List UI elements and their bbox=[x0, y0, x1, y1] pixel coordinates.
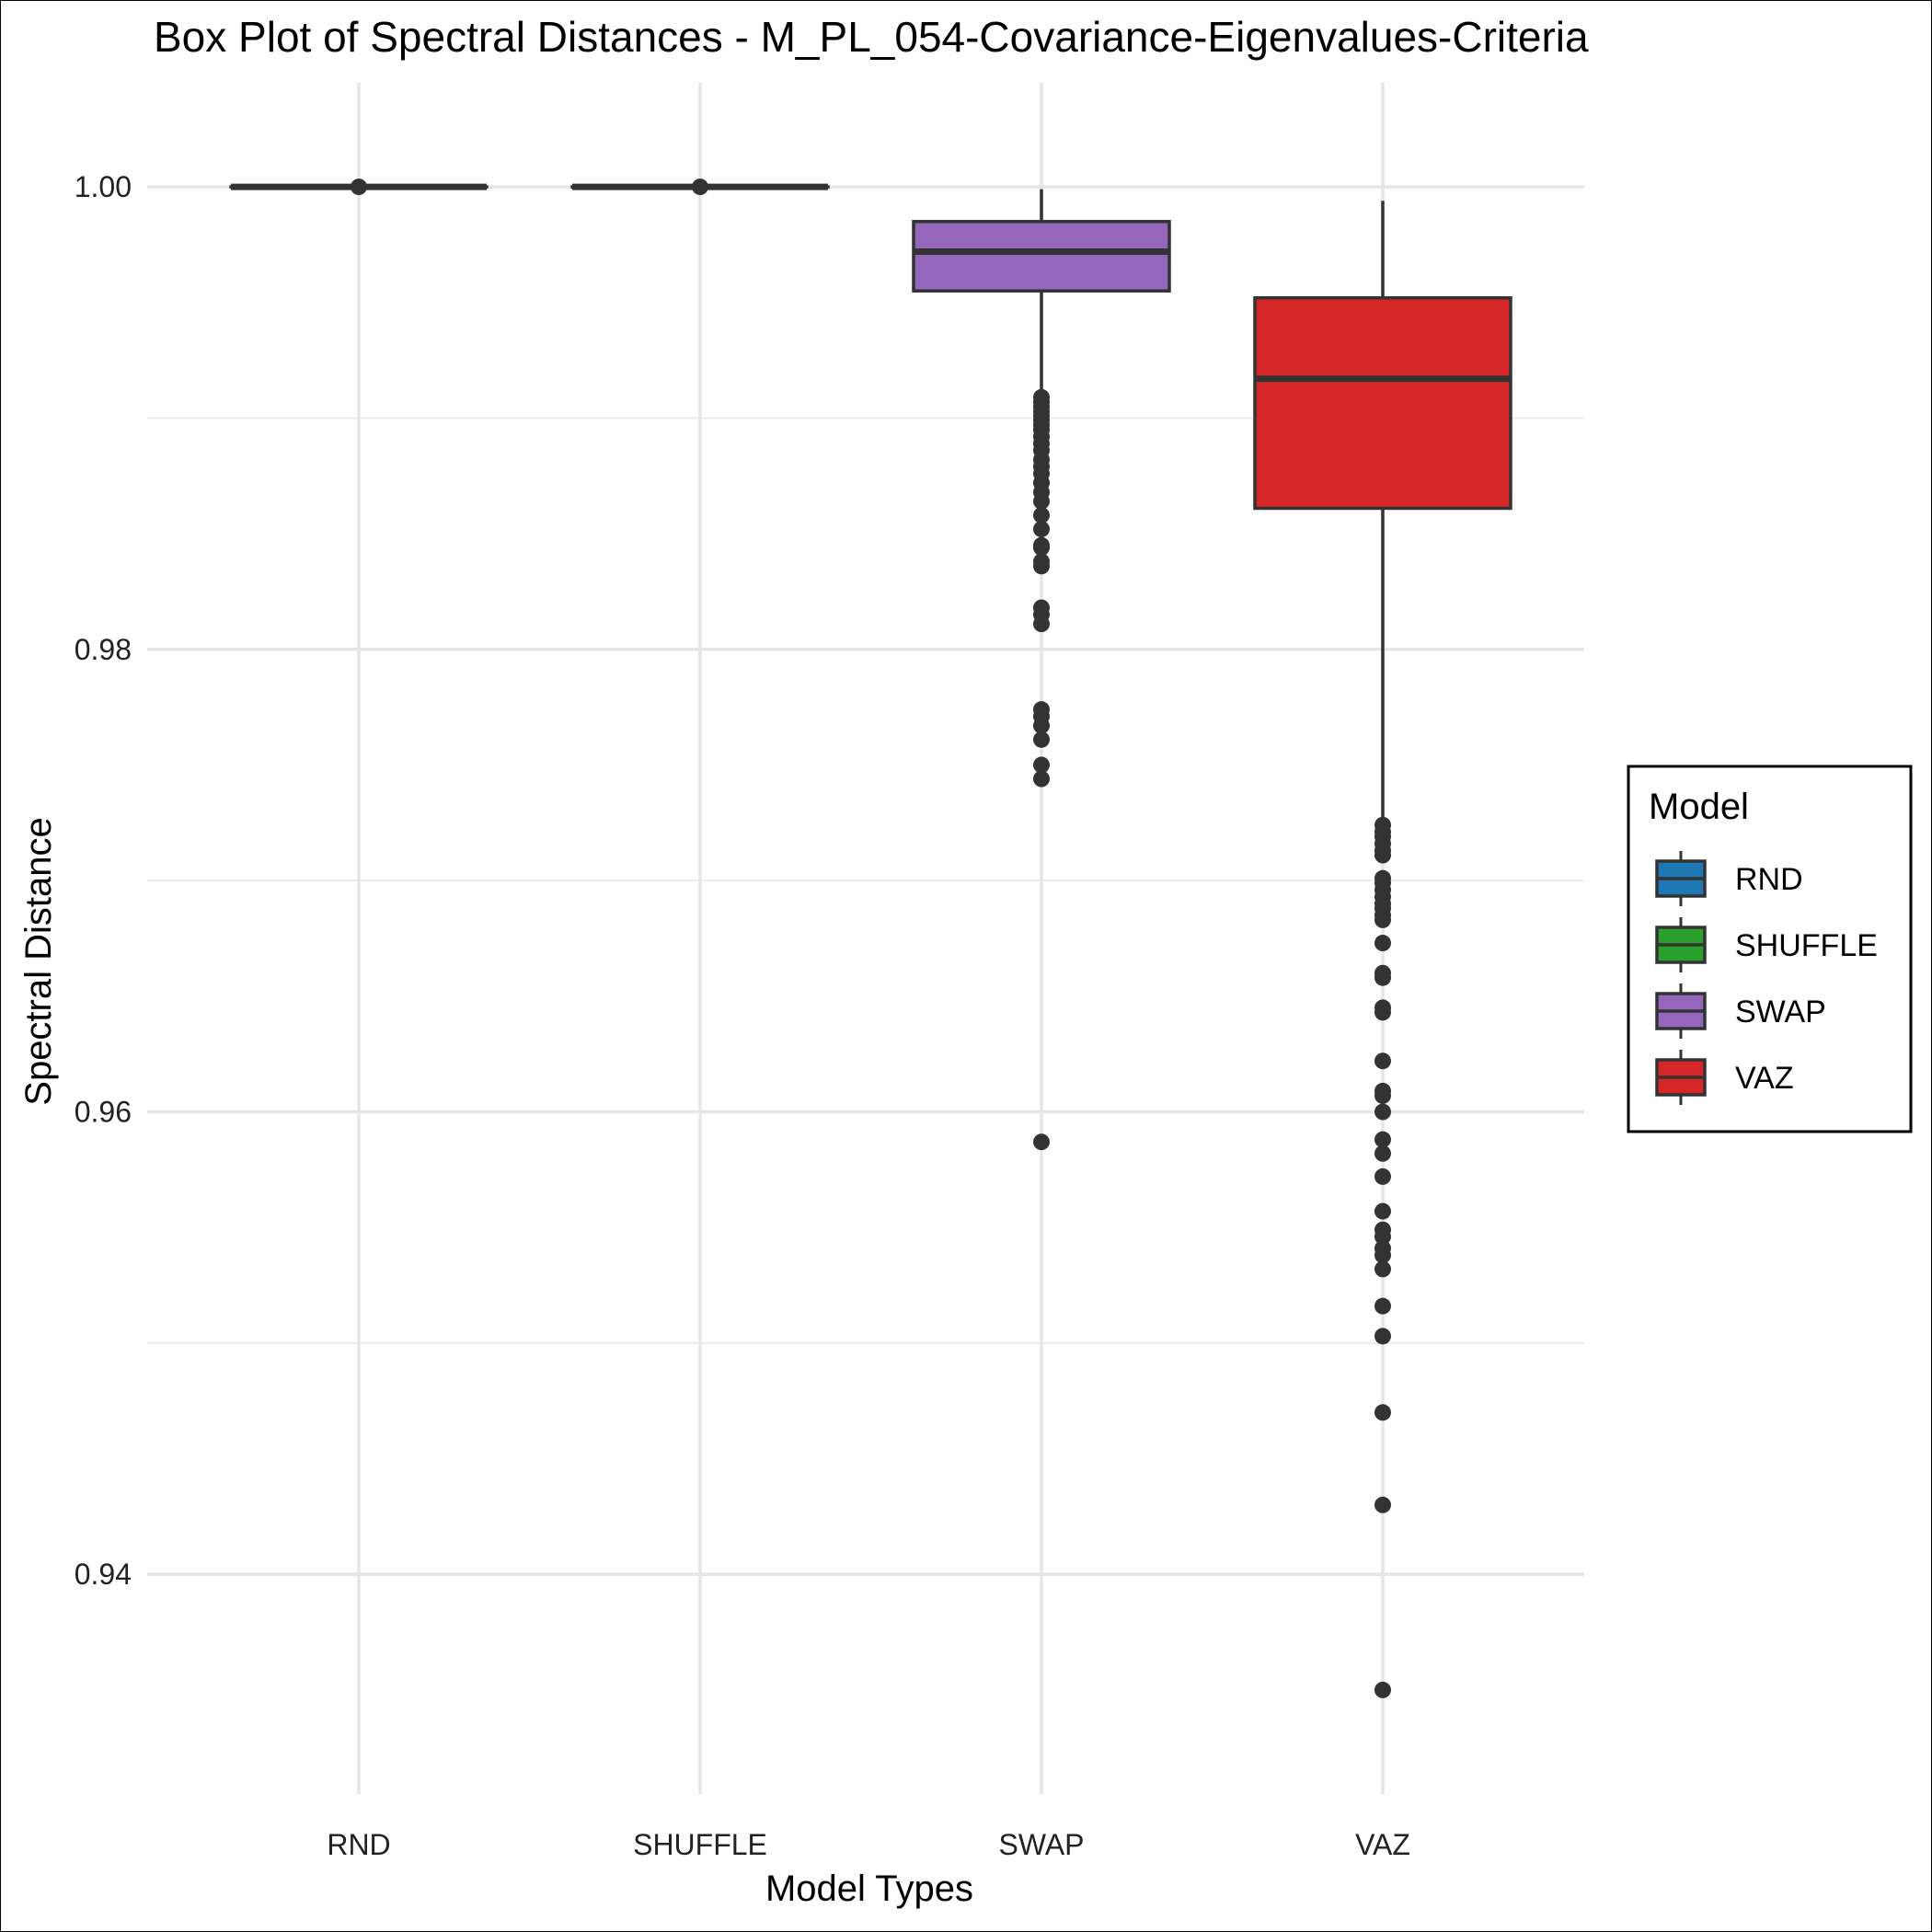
legend-label: SWAP bbox=[1735, 995, 1826, 1029]
outlier-point bbox=[1033, 717, 1050, 734]
legend-item-shuffle: SHUFFLE bbox=[1655, 917, 1878, 972]
outlier-point bbox=[1374, 1260, 1391, 1278]
outlier-point bbox=[351, 178, 367, 196]
y-tick-label: 1.00 bbox=[75, 170, 132, 203]
outlier-point bbox=[1033, 1133, 1050, 1151]
outlier-point bbox=[1374, 1103, 1391, 1121]
outlier-point bbox=[1374, 1131, 1391, 1148]
box-shuffle bbox=[570, 178, 830, 196]
outlier-point bbox=[1374, 1087, 1391, 1104]
outlier-point bbox=[1033, 521, 1050, 538]
outlier-point bbox=[1374, 1681, 1391, 1698]
axis-ticks: 0.94 0.96 0.98 1.00 RND SHUFFLE SWAP VAZ bbox=[75, 170, 1410, 1861]
outlier-point bbox=[1033, 770, 1050, 788]
outlier-point bbox=[1033, 615, 1050, 633]
outlier-point bbox=[1033, 730, 1050, 748]
x-tick-label: VAZ bbox=[1355, 1828, 1410, 1861]
legend: Model RND SHUFFLE SWAP VAZ bbox=[1627, 765, 1913, 1133]
y-tick-label: 0.98 bbox=[75, 633, 132, 666]
box-plot-series bbox=[229, 178, 1512, 1698]
outlier-point bbox=[1374, 969, 1391, 986]
x-tick-label: RND bbox=[327, 1828, 390, 1861]
outlier-point bbox=[1374, 1202, 1391, 1220]
legend-item-swap: SWAP bbox=[1655, 983, 1826, 1039]
box-rnd bbox=[229, 178, 489, 196]
y-tick-label: 0.94 bbox=[75, 1558, 132, 1591]
box-swap bbox=[912, 189, 1171, 1151]
outlier-point bbox=[1374, 1297, 1391, 1315]
legend-title: Model bbox=[1649, 787, 1749, 827]
y-axis-title: Spectral Distance bbox=[18, 817, 59, 1105]
x-tick-label: SHUFFLE bbox=[633, 1828, 767, 1861]
outlier-point bbox=[1374, 1004, 1391, 1021]
legend-label: VAZ bbox=[1735, 1061, 1794, 1096]
outlier-point bbox=[1033, 756, 1050, 774]
box-body bbox=[912, 220, 1171, 293]
legend-items: RND SHUFFLE SWAP VAZ bbox=[1655, 851, 1878, 1105]
outlier-point bbox=[1033, 539, 1050, 557]
outlier-point bbox=[1033, 492, 1050, 510]
outlier-point bbox=[1374, 935, 1391, 952]
box-body bbox=[1253, 296, 1512, 511]
legend-label: SHUFFLE bbox=[1735, 928, 1878, 963]
outlier-point bbox=[1374, 1404, 1391, 1421]
outlier-point bbox=[1033, 558, 1050, 575]
outlier-point bbox=[1374, 1228, 1391, 1246]
legend-label: RND bbox=[1735, 862, 1803, 897]
outlier-point bbox=[1374, 911, 1391, 928]
outlier-point bbox=[1033, 507, 1050, 524]
outlier-point bbox=[1374, 1144, 1391, 1162]
outlier-point bbox=[1374, 1496, 1391, 1513]
x-tick-label: SWAP bbox=[998, 1828, 1084, 1861]
legend-item-vaz: VAZ bbox=[1655, 1050, 1794, 1105]
outlier-point bbox=[1374, 1247, 1391, 1264]
outlier-point bbox=[1374, 1052, 1391, 1070]
outlier-point bbox=[1374, 1167, 1391, 1185]
chart-title: Box Plot of Spectral Distances - M_PL_05… bbox=[154, 13, 1589, 61]
box-vaz bbox=[1253, 201, 1512, 1698]
grid-lines bbox=[147, 83, 1584, 1794]
x-axis-title: Model Types bbox=[765, 1869, 973, 1909]
outlier-point bbox=[1374, 846, 1391, 864]
outlier-point bbox=[692, 178, 708, 196]
legend-item-rnd: RND bbox=[1655, 851, 1803, 906]
y-tick-label: 0.96 bbox=[75, 1096, 132, 1129]
outlier-point bbox=[1374, 1328, 1391, 1345]
